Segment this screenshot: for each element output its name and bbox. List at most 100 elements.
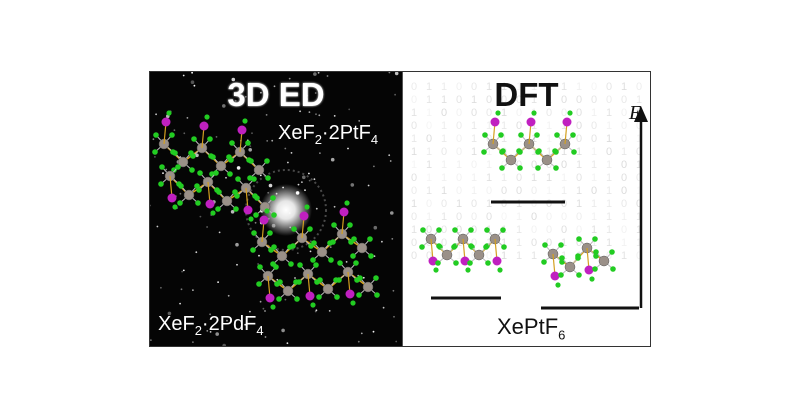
- svg-text:0: 0: [561, 224, 567, 236]
- svg-text:0: 0: [531, 224, 537, 236]
- svg-text:1: 1: [636, 133, 642, 145]
- svg-text:0: 0: [456, 172, 462, 184]
- svg-text:1: 1: [426, 172, 432, 184]
- svg-text:0: 0: [621, 107, 627, 119]
- svg-text:1: 1: [531, 146, 537, 158]
- svg-text:1: 1: [636, 185, 642, 197]
- svg-text:1: 1: [501, 172, 507, 184]
- svg-text:0: 0: [576, 94, 582, 106]
- svg-text:0: 0: [546, 107, 552, 119]
- svg-text:1: 1: [546, 172, 552, 184]
- svg-text:0: 0: [486, 107, 492, 119]
- svg-text:0: 0: [531, 159, 537, 171]
- svg-text:1: 1: [606, 159, 612, 171]
- svg-text:0: 0: [591, 133, 597, 145]
- svg-text:1: 1: [636, 224, 642, 236]
- svg-text:0: 0: [516, 172, 522, 184]
- svg-text:0: 0: [636, 172, 642, 184]
- svg-text:0: 0: [561, 94, 567, 106]
- svg-text:0: 0: [531, 211, 537, 223]
- svg-text:0: 0: [576, 133, 582, 145]
- svg-text:0: 0: [441, 198, 447, 210]
- svg-text:1: 1: [516, 237, 522, 249]
- svg-text:1: 1: [516, 198, 522, 210]
- svg-text:1: 1: [426, 211, 432, 223]
- svg-text:0: 0: [636, 250, 642, 262]
- svg-text:1: 1: [426, 94, 432, 106]
- svg-text:1: 1: [531, 120, 537, 132]
- svg-text:0: 0: [561, 198, 567, 210]
- svg-text:1: 1: [561, 237, 567, 249]
- svg-text:0: 0: [636, 146, 642, 158]
- svg-text:0: 0: [456, 94, 462, 106]
- svg-text:0: 0: [471, 224, 477, 236]
- svg-text:1: 1: [456, 159, 462, 171]
- svg-text:1: 1: [426, 107, 432, 119]
- svg-text:1: 1: [531, 250, 537, 262]
- svg-text:1: 1: [636, 94, 642, 106]
- svg-text:1: 1: [411, 133, 417, 145]
- svg-text:0: 0: [411, 94, 417, 106]
- svg-text:1: 1: [516, 133, 522, 145]
- svg-text:1: 1: [561, 81, 567, 93]
- svg-text:0: 0: [621, 120, 627, 132]
- svg-text:0: 0: [411, 237, 417, 249]
- svg-text:1: 1: [591, 224, 597, 236]
- svg-text:0: 0: [411, 120, 417, 132]
- svg-text:1: 1: [426, 159, 432, 171]
- svg-text:0: 0: [546, 211, 552, 223]
- svg-text:1: 1: [591, 237, 597, 249]
- svg-text:1: 1: [426, 146, 432, 158]
- svg-text:0: 0: [561, 159, 567, 171]
- svg-text:0: 0: [411, 81, 417, 93]
- svg-text:0: 0: [456, 107, 462, 119]
- svg-text:1: 1: [546, 120, 552, 132]
- svg-text:1: 1: [606, 172, 612, 184]
- svg-text:0: 0: [531, 185, 537, 197]
- svg-text:0: 0: [576, 237, 582, 249]
- svg-text:1: 1: [546, 146, 552, 158]
- svg-text:1: 1: [591, 159, 597, 171]
- svg-text:0: 0: [576, 120, 582, 132]
- svg-text:0: 0: [471, 198, 477, 210]
- svg-text:0: 0: [591, 81, 597, 93]
- svg-text:1: 1: [501, 133, 507, 145]
- svg-text:1: 1: [471, 120, 477, 132]
- svg-text:1: 1: [546, 81, 552, 93]
- svg-text:0: 0: [531, 237, 537, 249]
- svg-text:0: 0: [411, 211, 417, 223]
- svg-text:0: 0: [516, 120, 522, 132]
- svg-text:1: 1: [501, 237, 507, 249]
- svg-text:0: 0: [546, 198, 552, 210]
- svg-text:1: 1: [486, 198, 492, 210]
- svg-text:1: 1: [621, 211, 627, 223]
- svg-text:0: 0: [621, 198, 627, 210]
- svg-text:1: 1: [606, 211, 612, 223]
- svg-text:1: 1: [441, 172, 447, 184]
- svg-text:1: 1: [471, 146, 477, 158]
- svg-text:1: 1: [441, 159, 447, 171]
- svg-text:1: 1: [531, 81, 537, 93]
- svg-text:0: 0: [471, 211, 477, 223]
- svg-text:0: 0: [576, 107, 582, 119]
- svg-text:1: 1: [561, 146, 567, 158]
- svg-text:1: 1: [516, 224, 522, 236]
- svg-text:0: 0: [501, 185, 507, 197]
- svg-text:0: 0: [576, 211, 582, 223]
- svg-text:1: 1: [426, 185, 432, 197]
- svg-text:0: 0: [501, 94, 507, 106]
- svg-text:1: 1: [561, 250, 567, 262]
- svg-text:1: 1: [606, 107, 612, 119]
- svg-text:0: 0: [501, 159, 507, 171]
- svg-text:0: 0: [456, 133, 462, 145]
- svg-text:0: 0: [441, 107, 447, 119]
- svg-text:0: 0: [621, 94, 627, 106]
- svg-text:0: 0: [411, 185, 417, 197]
- svg-text:1: 1: [561, 185, 567, 197]
- svg-text:1: 1: [561, 120, 567, 132]
- diffraction-image: [150, 72, 399, 346]
- svg-text:0: 0: [531, 198, 537, 210]
- svg-text:0: 0: [546, 159, 552, 171]
- svg-text:1: 1: [606, 133, 612, 145]
